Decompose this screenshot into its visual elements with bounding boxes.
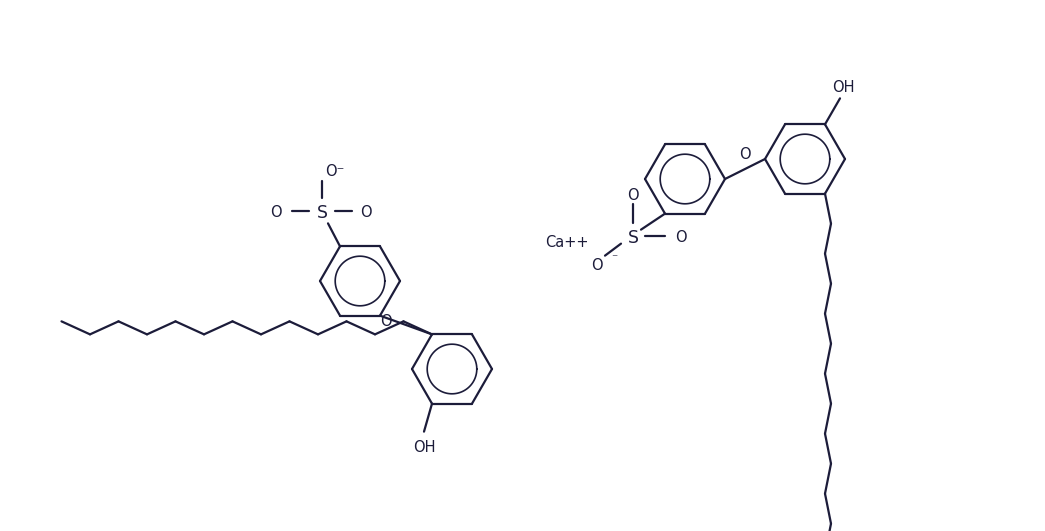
Text: ⁻: ⁻: [611, 253, 618, 266]
Text: OH: OH: [832, 80, 854, 96]
Text: Ca++: Ca++: [545, 235, 588, 250]
Text: O: O: [380, 314, 392, 329]
Text: O: O: [739, 148, 750, 162]
Text: O: O: [271, 205, 282, 220]
Text: O⁻: O⁻: [325, 165, 345, 179]
Text: OH: OH: [413, 440, 436, 455]
Text: S: S: [317, 204, 327, 222]
Text: S: S: [627, 229, 638, 246]
Text: O: O: [675, 229, 687, 245]
Text: O: O: [359, 205, 372, 220]
Text: O: O: [627, 187, 638, 203]
Text: O: O: [591, 258, 603, 272]
